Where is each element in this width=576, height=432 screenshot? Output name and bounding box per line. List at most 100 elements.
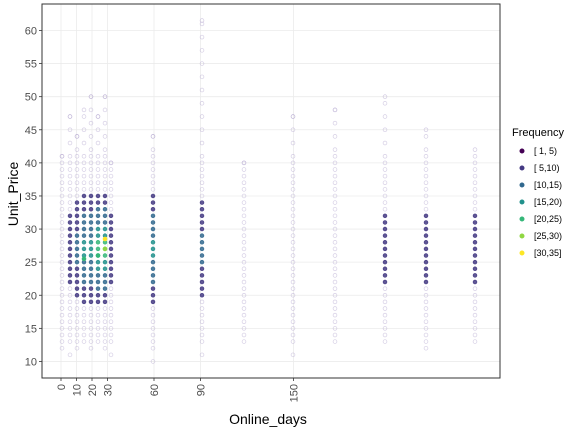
- data-point: [199, 312, 205, 318]
- data-point: [108, 306, 114, 311]
- data-point: [59, 246, 65, 252]
- data-point: [150, 299, 156, 305]
- data-point: [199, 213, 205, 219]
- data-point: [102, 226, 108, 232]
- data-point: [241, 226, 247, 232]
- data-point: [59, 345, 65, 351]
- data-point: [150, 279, 156, 285]
- data-point: [150, 253, 156, 258]
- data-point: [108, 352, 114, 358]
- data-point: [59, 206, 65, 212]
- data-point: [74, 299, 80, 305]
- data-point: [102, 273, 108, 278]
- data-point: [59, 167, 65, 172]
- plot-panel: [42, 4, 500, 378]
- data-point: [95, 114, 101, 119]
- data-point: [472, 279, 478, 285]
- data-point: [199, 21, 205, 27]
- data-point: [102, 147, 108, 152]
- y-tick-label: 55: [25, 59, 37, 71]
- data-point: [59, 226, 65, 232]
- data-point: [199, 319, 205, 324]
- data-point: [102, 279, 108, 285]
- data-point: [472, 319, 478, 324]
- data-point: [199, 240, 205, 245]
- grid: [42, 4, 500, 378]
- data-point: [290, 160, 296, 166]
- data-point: [150, 180, 156, 185]
- data-point: [59, 293, 65, 298]
- data-point: [150, 319, 156, 324]
- data-point: [150, 293, 156, 298]
- data-point: [102, 332, 108, 338]
- data-point: [423, 173, 429, 179]
- data-point: [88, 180, 94, 185]
- data-point: [199, 61, 205, 66]
- data-point: [81, 233, 87, 238]
- data-point: [81, 306, 87, 311]
- data-point: [199, 266, 205, 272]
- data-point: [382, 233, 388, 238]
- data-point: [423, 180, 429, 185]
- data-point: [332, 213, 338, 219]
- data-point: [95, 273, 101, 278]
- data-point: [108, 220, 114, 225]
- data-point: [241, 160, 247, 166]
- panel-background: [42, 4, 500, 378]
- data-point: [241, 213, 247, 219]
- data-point: [88, 153, 94, 159]
- x-tick-label: 30: [103, 384, 115, 396]
- data-point: [67, 193, 73, 199]
- data-point: [290, 306, 296, 311]
- data-point: [102, 180, 108, 185]
- legend-label: [20,25): [534, 214, 562, 224]
- data-point: [74, 200, 80, 205]
- data-point: [199, 253, 205, 258]
- data-point: [108, 319, 114, 324]
- data-point: [423, 226, 429, 232]
- data-point: [423, 326, 429, 331]
- data-point: [88, 213, 94, 219]
- data-point: [67, 352, 73, 358]
- data-point: [88, 240, 94, 245]
- data-point: [290, 127, 296, 133]
- data-point: [472, 147, 478, 152]
- data-point: [423, 193, 429, 199]
- data-point: [150, 273, 156, 278]
- data-point: [67, 246, 73, 252]
- data-point: [67, 332, 73, 338]
- data-point: [199, 153, 205, 159]
- data-point: [332, 246, 338, 252]
- data-point: [67, 259, 73, 265]
- data-point: [472, 180, 478, 185]
- data-point: [102, 200, 108, 205]
- data-point: [74, 193, 80, 199]
- data-point: [95, 240, 101, 245]
- data-point: [95, 213, 101, 219]
- data-point: [290, 114, 296, 119]
- data-point: [150, 187, 156, 192]
- data-point: [472, 226, 478, 232]
- data-point: [199, 339, 205, 344]
- data-point: [150, 226, 156, 232]
- data-point: [241, 200, 247, 205]
- data-point: [59, 326, 65, 331]
- data-point: [423, 167, 429, 172]
- data-point: [332, 306, 338, 311]
- legend-key: [519, 182, 525, 188]
- data-point: [382, 206, 388, 212]
- data-point: [382, 153, 388, 159]
- data-point: [199, 286, 205, 291]
- data-point: [241, 279, 247, 285]
- data-point: [290, 180, 296, 185]
- data-point: [67, 293, 73, 298]
- data-point: [332, 167, 338, 172]
- y-axis-title: Unit_Price: [5, 162, 21, 227]
- data-point: [150, 233, 156, 238]
- data-point: [472, 299, 478, 305]
- data-point: [95, 326, 101, 331]
- data-point: [88, 299, 94, 305]
- data-point: [81, 160, 87, 166]
- data-point: [74, 180, 80, 185]
- data-point: [382, 259, 388, 265]
